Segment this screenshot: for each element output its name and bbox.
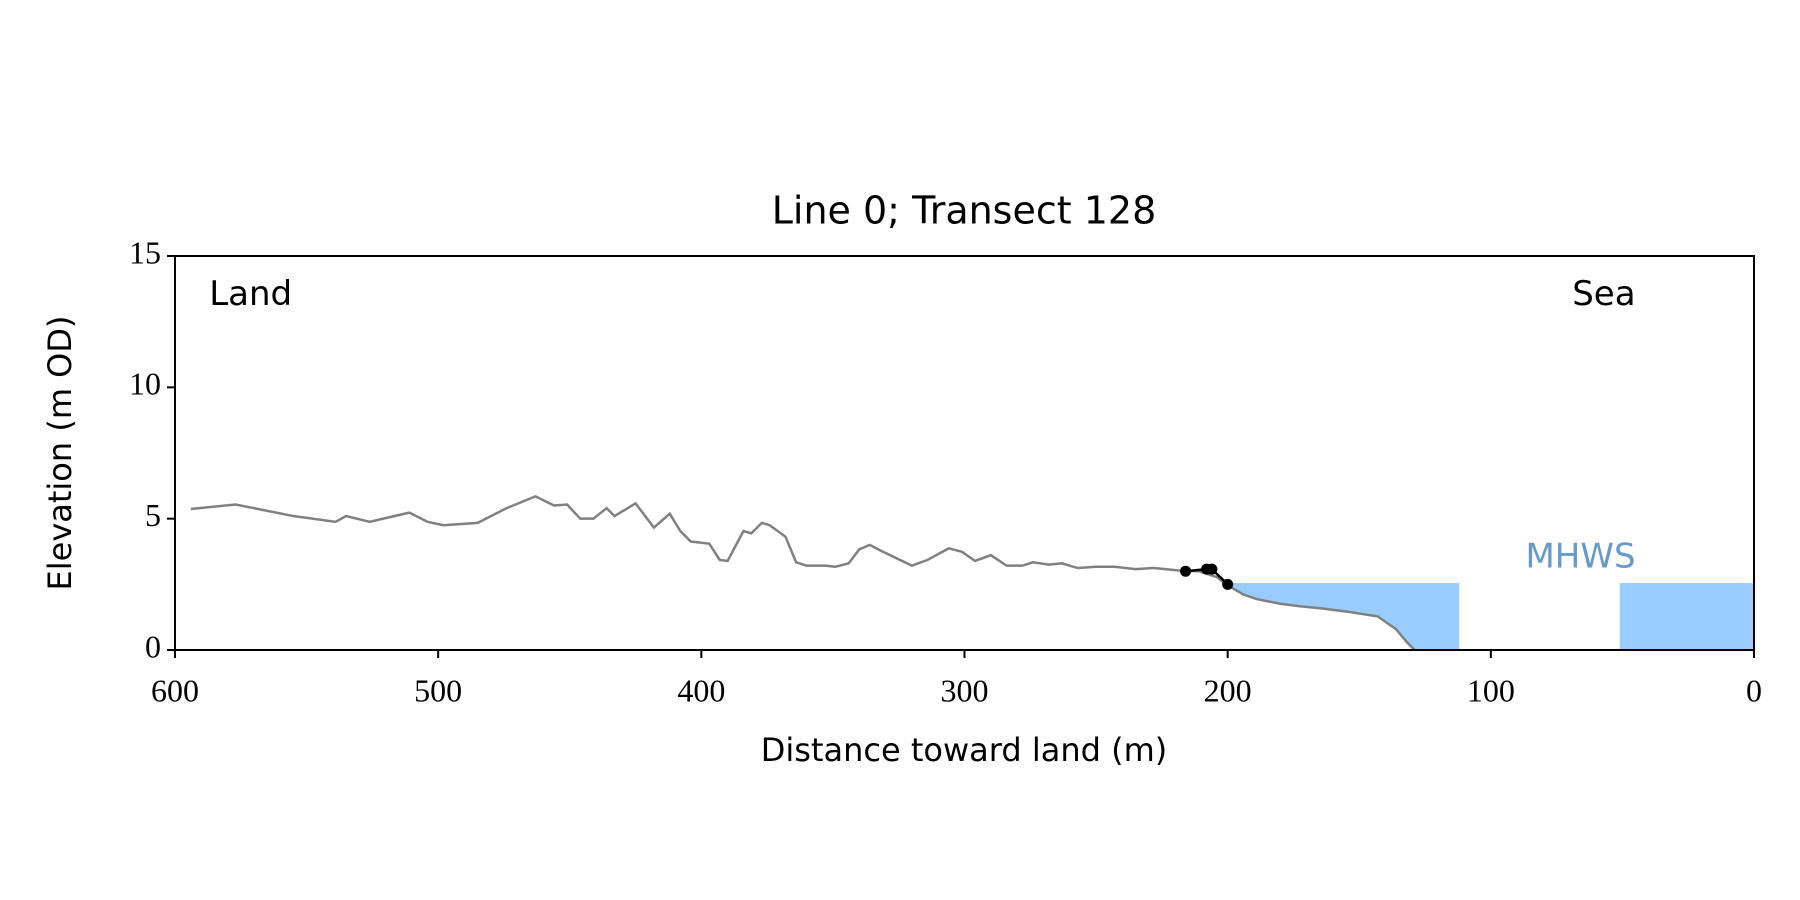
x-tick-label: 400 xyxy=(677,672,725,708)
x-tick-label: 200 xyxy=(1204,672,1252,708)
point xyxy=(1206,563,1218,575)
chart-title: Line 0; Transect 128 xyxy=(772,189,1157,233)
y-tick-label: 15 xyxy=(129,234,161,270)
point xyxy=(1222,578,1234,590)
x-tick-label: 300 xyxy=(941,672,989,708)
x-axis-label: Distance toward land (m) xyxy=(761,731,1167,769)
y-axis-label: Elevation (m OD) xyxy=(41,316,79,591)
point xyxy=(1180,565,1192,577)
x-tick-label: 0 xyxy=(1746,672,1762,708)
mhws-fill xyxy=(1232,583,1460,650)
mhws-label: MHWS xyxy=(1525,537,1635,577)
x-tick-label: 100 xyxy=(1467,672,1515,708)
mhws-fill xyxy=(1619,583,1754,650)
y-tick-label: 10 xyxy=(129,366,161,402)
x-tick-label: 600 xyxy=(151,672,199,708)
annotation: Land xyxy=(209,274,292,314)
y-tick-label: 0 xyxy=(145,628,161,664)
x-tick-label: 500 xyxy=(414,672,462,708)
line-profile xyxy=(190,494,1416,651)
plot-frame xyxy=(174,255,1755,651)
y-tick-label: 5 xyxy=(145,497,161,533)
annotation: Sea xyxy=(1572,274,1635,314)
